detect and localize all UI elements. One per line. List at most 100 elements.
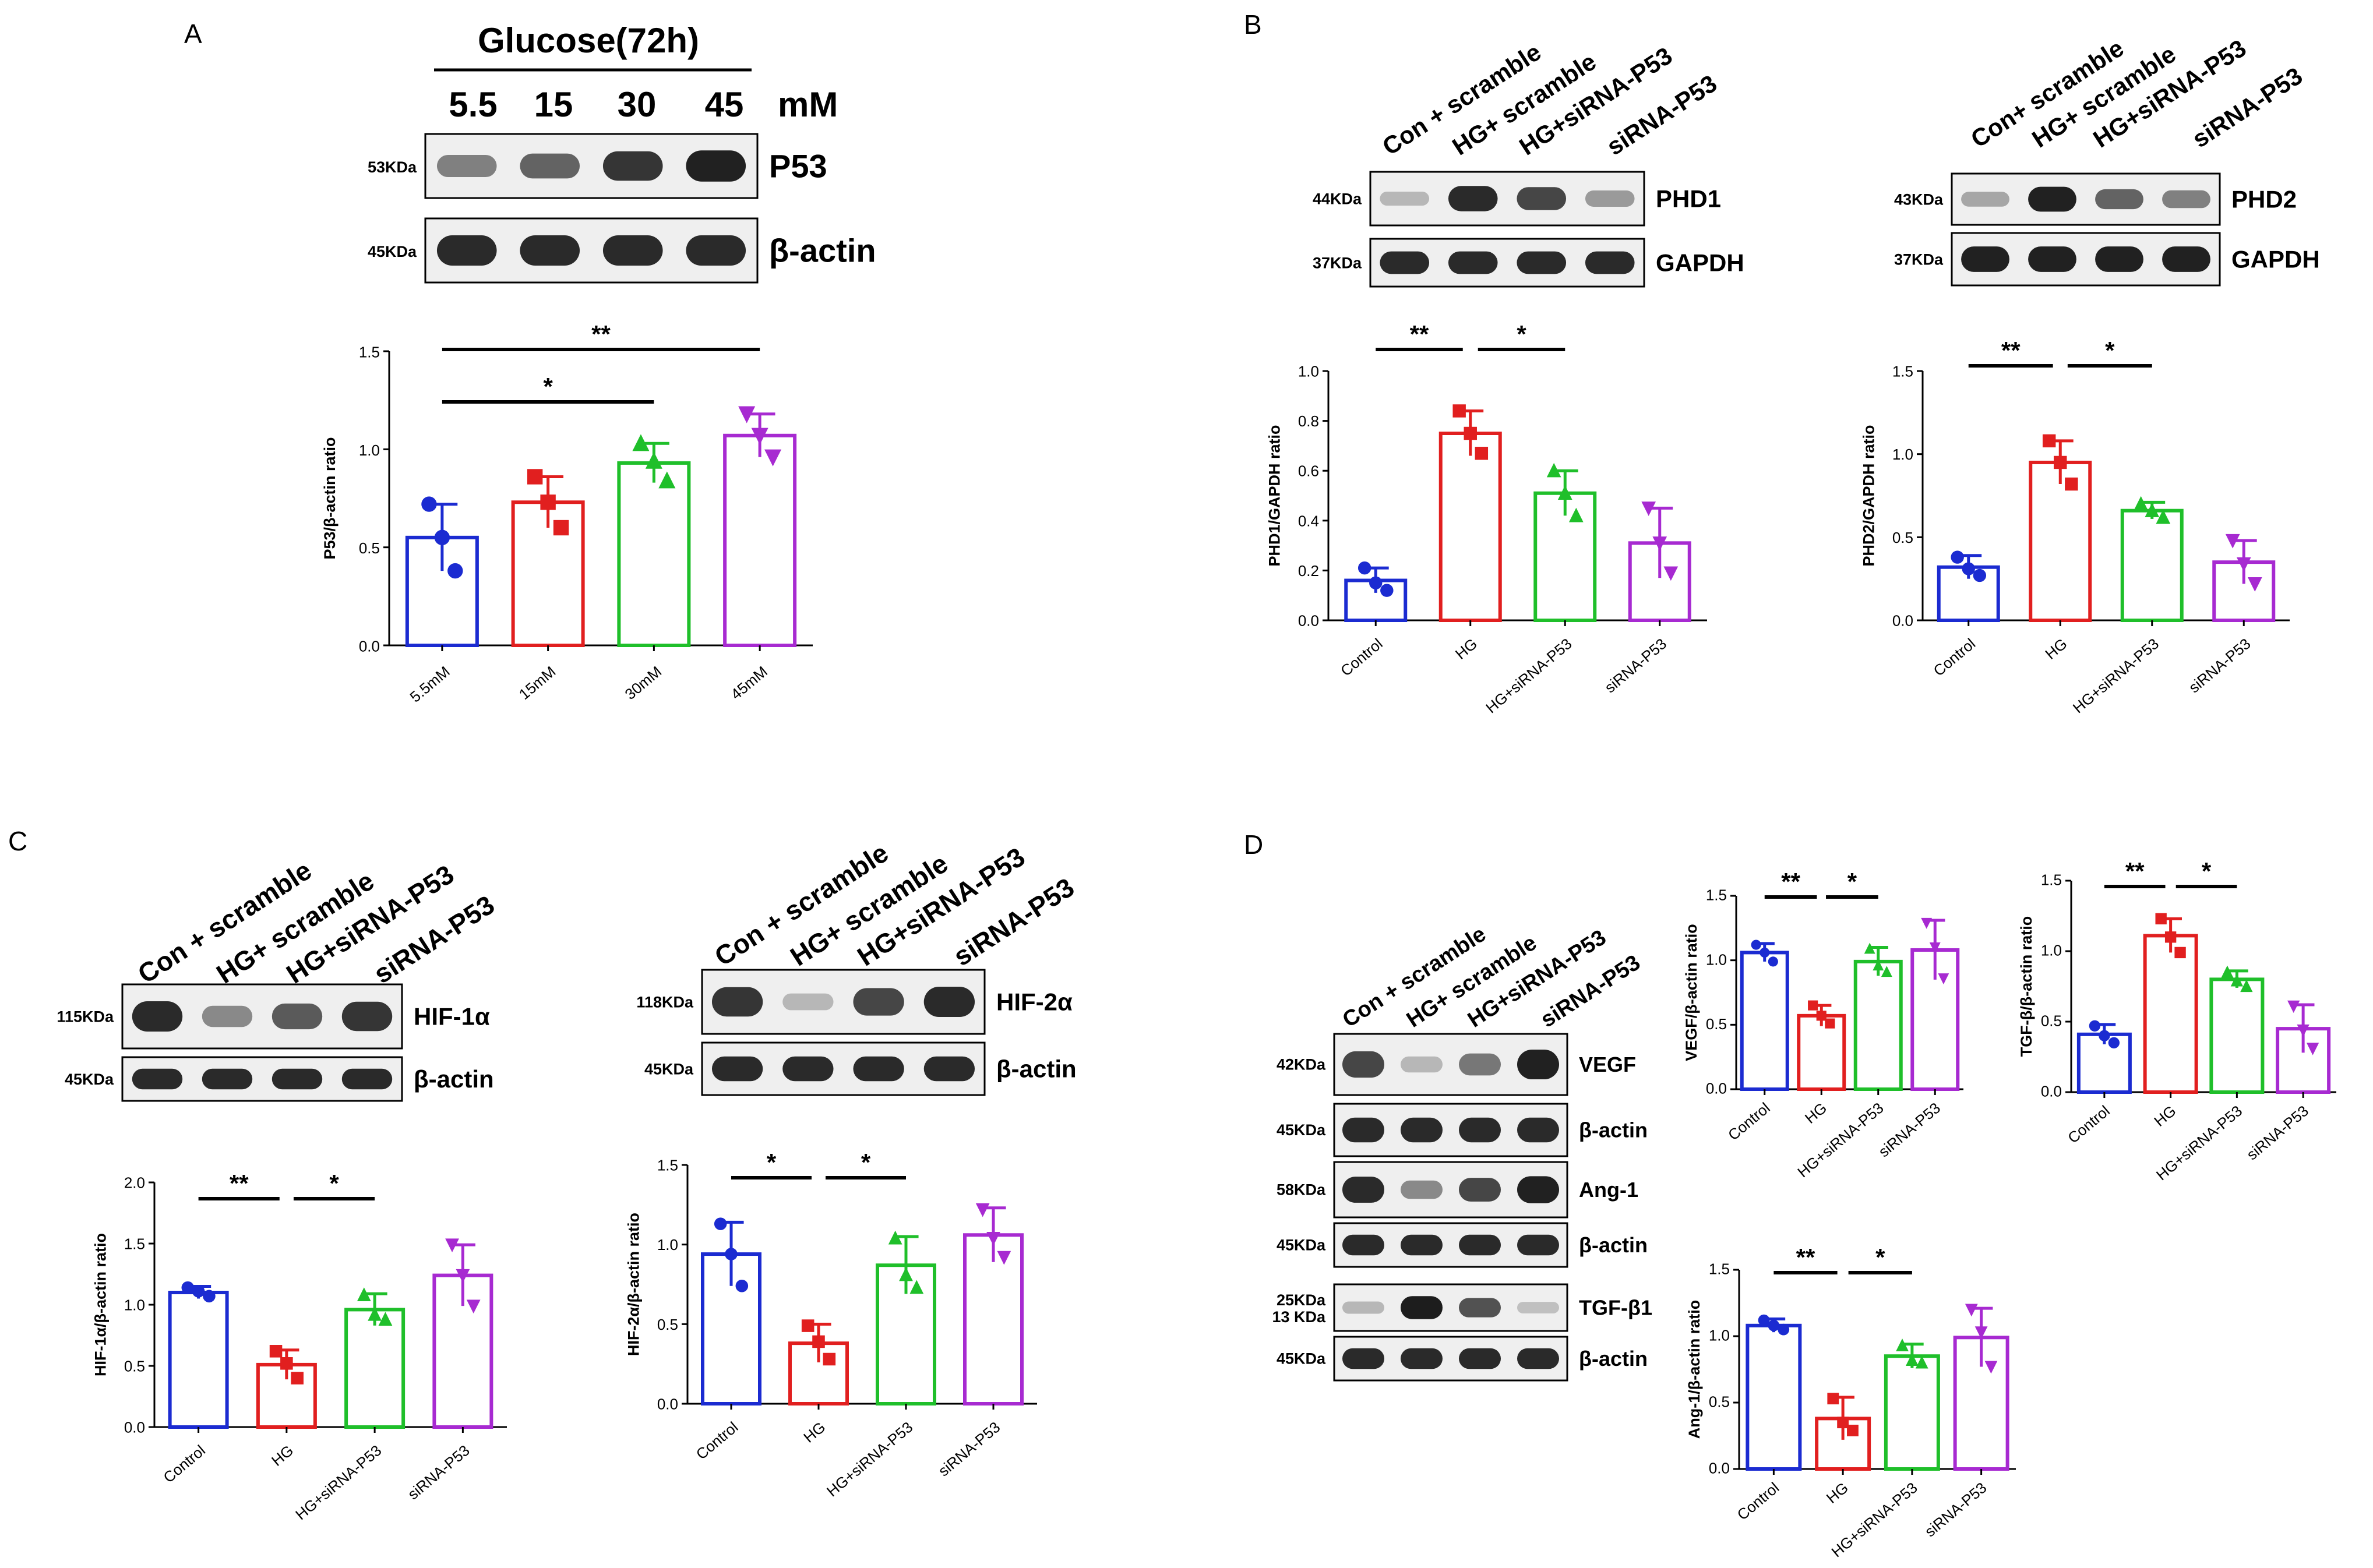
- data-point: [2089, 1020, 2101, 1032]
- kda-label: 115KDa: [57, 1008, 114, 1025]
- conc-label-1: 5.5: [449, 85, 497, 124]
- bar-chart-a-p53: 0.0 0.5 1.0 1.5 P53/β-actin ratio 5.5mM 15mM 30…: [321, 320, 813, 706]
- blot-band: [711, 1056, 763, 1082]
- western-blot-a: P53 53KDa β-actin 45KDa: [368, 133, 876, 284]
- western-blot-c-hif2: HIF-2α 118KDa β-actin 45KDa: [636, 969, 1077, 1096]
- bar: [168, 1291, 229, 1429]
- blot-protein-label: HIF-2α: [996, 988, 1073, 1016]
- blot-band: [1401, 1117, 1443, 1143]
- blot-band: [132, 1068, 183, 1090]
- x-tick-label: siRNA-P53: [1921, 1479, 1990, 1541]
- western-blot-b-phd1: PHD1 44KDa GAPDH 37KDa: [1313, 171, 1744, 288]
- data-point: [1758, 1314, 1770, 1326]
- blot-protein-label: β-actin: [769, 232, 876, 269]
- blot-band: [1380, 251, 1430, 274]
- x-tick-label: siRNA-P53: [2243, 1102, 2312, 1164]
- data-point: [1915, 1355, 1928, 1369]
- data-point: [357, 1287, 371, 1301]
- bar: [617, 461, 691, 648]
- y-tick-label: 1.5: [359, 344, 380, 361]
- bar: [1438, 432, 1502, 622]
- blot-band: [1459, 1234, 1501, 1256]
- data-point: [1475, 447, 1489, 460]
- bar-chart-c-hif1: 0.0 0.5 1.0 1.5 2.0 HIF-1α/β-actin ratio Contr…: [91, 1170, 507, 1523]
- data-point: [2164, 931, 2177, 943]
- panel-letter-c: C: [8, 826, 27, 856]
- data-point: [1768, 956, 1778, 967]
- y-tick-label: 0.5: [1706, 1015, 1727, 1033]
- data-point: [738, 406, 756, 423]
- western-blot-d: VEGF 42KDa β-actin 45KDa Ang-1 58KDa β-actin 45…: [1272, 1033, 1652, 1382]
- data-point: [553, 520, 569, 536]
- data-point: [1881, 966, 1892, 977]
- data-point: [645, 451, 662, 469]
- data-point: [1896, 1339, 1909, 1351]
- y-tick-label: 0.0: [1298, 612, 1319, 629]
- blot-band: [1459, 1053, 1501, 1076]
- x-tick-label: HG: [800, 1418, 828, 1446]
- blot-band: [1517, 251, 1567, 274]
- data-point: [1929, 942, 1941, 953]
- panel-letter-a: A: [184, 19, 202, 49]
- blot-band: [1459, 1117, 1501, 1143]
- x-tick-label: HG+siRNA-P53: [1482, 635, 1575, 716]
- bar-chart-b-phd1: 0.0 0.2 0.4 0.6 0.8 1.0 PHD1/GAPDH ratio Contro…: [1265, 320, 1707, 716]
- data-point: [2174, 947, 2186, 959]
- lane-labels-c-hif1: Con + scramble HG+ scramble HG+siRNA-P53…: [132, 854, 500, 989]
- x-tick-label: siRNA-P53: [935, 1418, 1004, 1480]
- glucose-treatment-label: Glucose(72h): [478, 21, 699, 60]
- blot-band: [602, 235, 663, 266]
- y-tick-label: 0.5: [359, 539, 380, 557]
- blot-band: [1401, 1296, 1443, 1319]
- bar: [1853, 959, 1903, 1091]
- significance-label: *: [1875, 1244, 1885, 1271]
- data-point: [1938, 973, 1949, 984]
- data-point: [888, 1230, 902, 1245]
- blot-band: [1961, 192, 2009, 207]
- blot-protein-label: β-actin: [996, 1055, 1077, 1083]
- data-point: [2225, 534, 2240, 549]
- data-point: [2099, 1030, 2110, 1041]
- blot-band: [2028, 246, 2076, 272]
- data-point: [192, 1285, 205, 1298]
- y-tick-label: 1.0: [1709, 1327, 1730, 1344]
- data-point: [751, 428, 768, 445]
- blot-band: [1401, 1180, 1443, 1199]
- blot-protein-label: β-actin: [1579, 1347, 1648, 1371]
- significance-label: *: [329, 1170, 339, 1197]
- data-point: [1951, 550, 1964, 564]
- y-axis-label: HIF-2α/β-actin ratio: [625, 1213, 642, 1356]
- blot-band: [520, 235, 580, 266]
- blot-band: [1585, 190, 1635, 207]
- data-point: [632, 434, 650, 451]
- blot-band: [2162, 246, 2210, 272]
- data-point: [378, 1312, 393, 1326]
- kda-label: 37KDa: [1894, 250, 1944, 268]
- y-axis-label: PHD2/GAPDH ratio: [1860, 425, 1877, 566]
- significance-label: *: [543, 373, 553, 400]
- blot-band: [923, 987, 975, 1017]
- blot-protein-label: β-actin: [1579, 1233, 1648, 1257]
- y-tick-label: 0.5: [657, 1316, 678, 1333]
- data-point: [1837, 1417, 1849, 1429]
- blot-band: [1517, 1117, 1559, 1143]
- blot-band: [711, 987, 763, 1017]
- x-tick-label: siRNA-P53: [1875, 1099, 1944, 1161]
- y-tick-label: 1.5: [2041, 871, 2062, 889]
- bar-chart-d-tgf: 0.0 0.5 1.0 1.5 TGF-β/β-actin ratio Control HG…: [2018, 857, 2336, 1184]
- blot-band: [1517, 1176, 1559, 1203]
- blot-band: [1448, 186, 1498, 211]
- data-point: [203, 1290, 216, 1303]
- y-tick-label: 1.5: [124, 1235, 145, 1252]
- kda-label: 25KDa: [1277, 1291, 1326, 1309]
- x-tick-label: siRNA-P53: [1601, 635, 1670, 697]
- x-tick-label: Control: [1725, 1099, 1773, 1144]
- kda-label: 45KDa: [1277, 1350, 1326, 1367]
- x-tick-label: HG: [1801, 1099, 1830, 1127]
- x-tick-label: Control: [1734, 1479, 1782, 1524]
- panel-letter-b: B: [1244, 9, 1262, 40]
- x-tick-label: siRNA-P53: [2185, 635, 2254, 697]
- data-point: [975, 1203, 990, 1217]
- y-tick-label: 0.2: [1298, 562, 1319, 580]
